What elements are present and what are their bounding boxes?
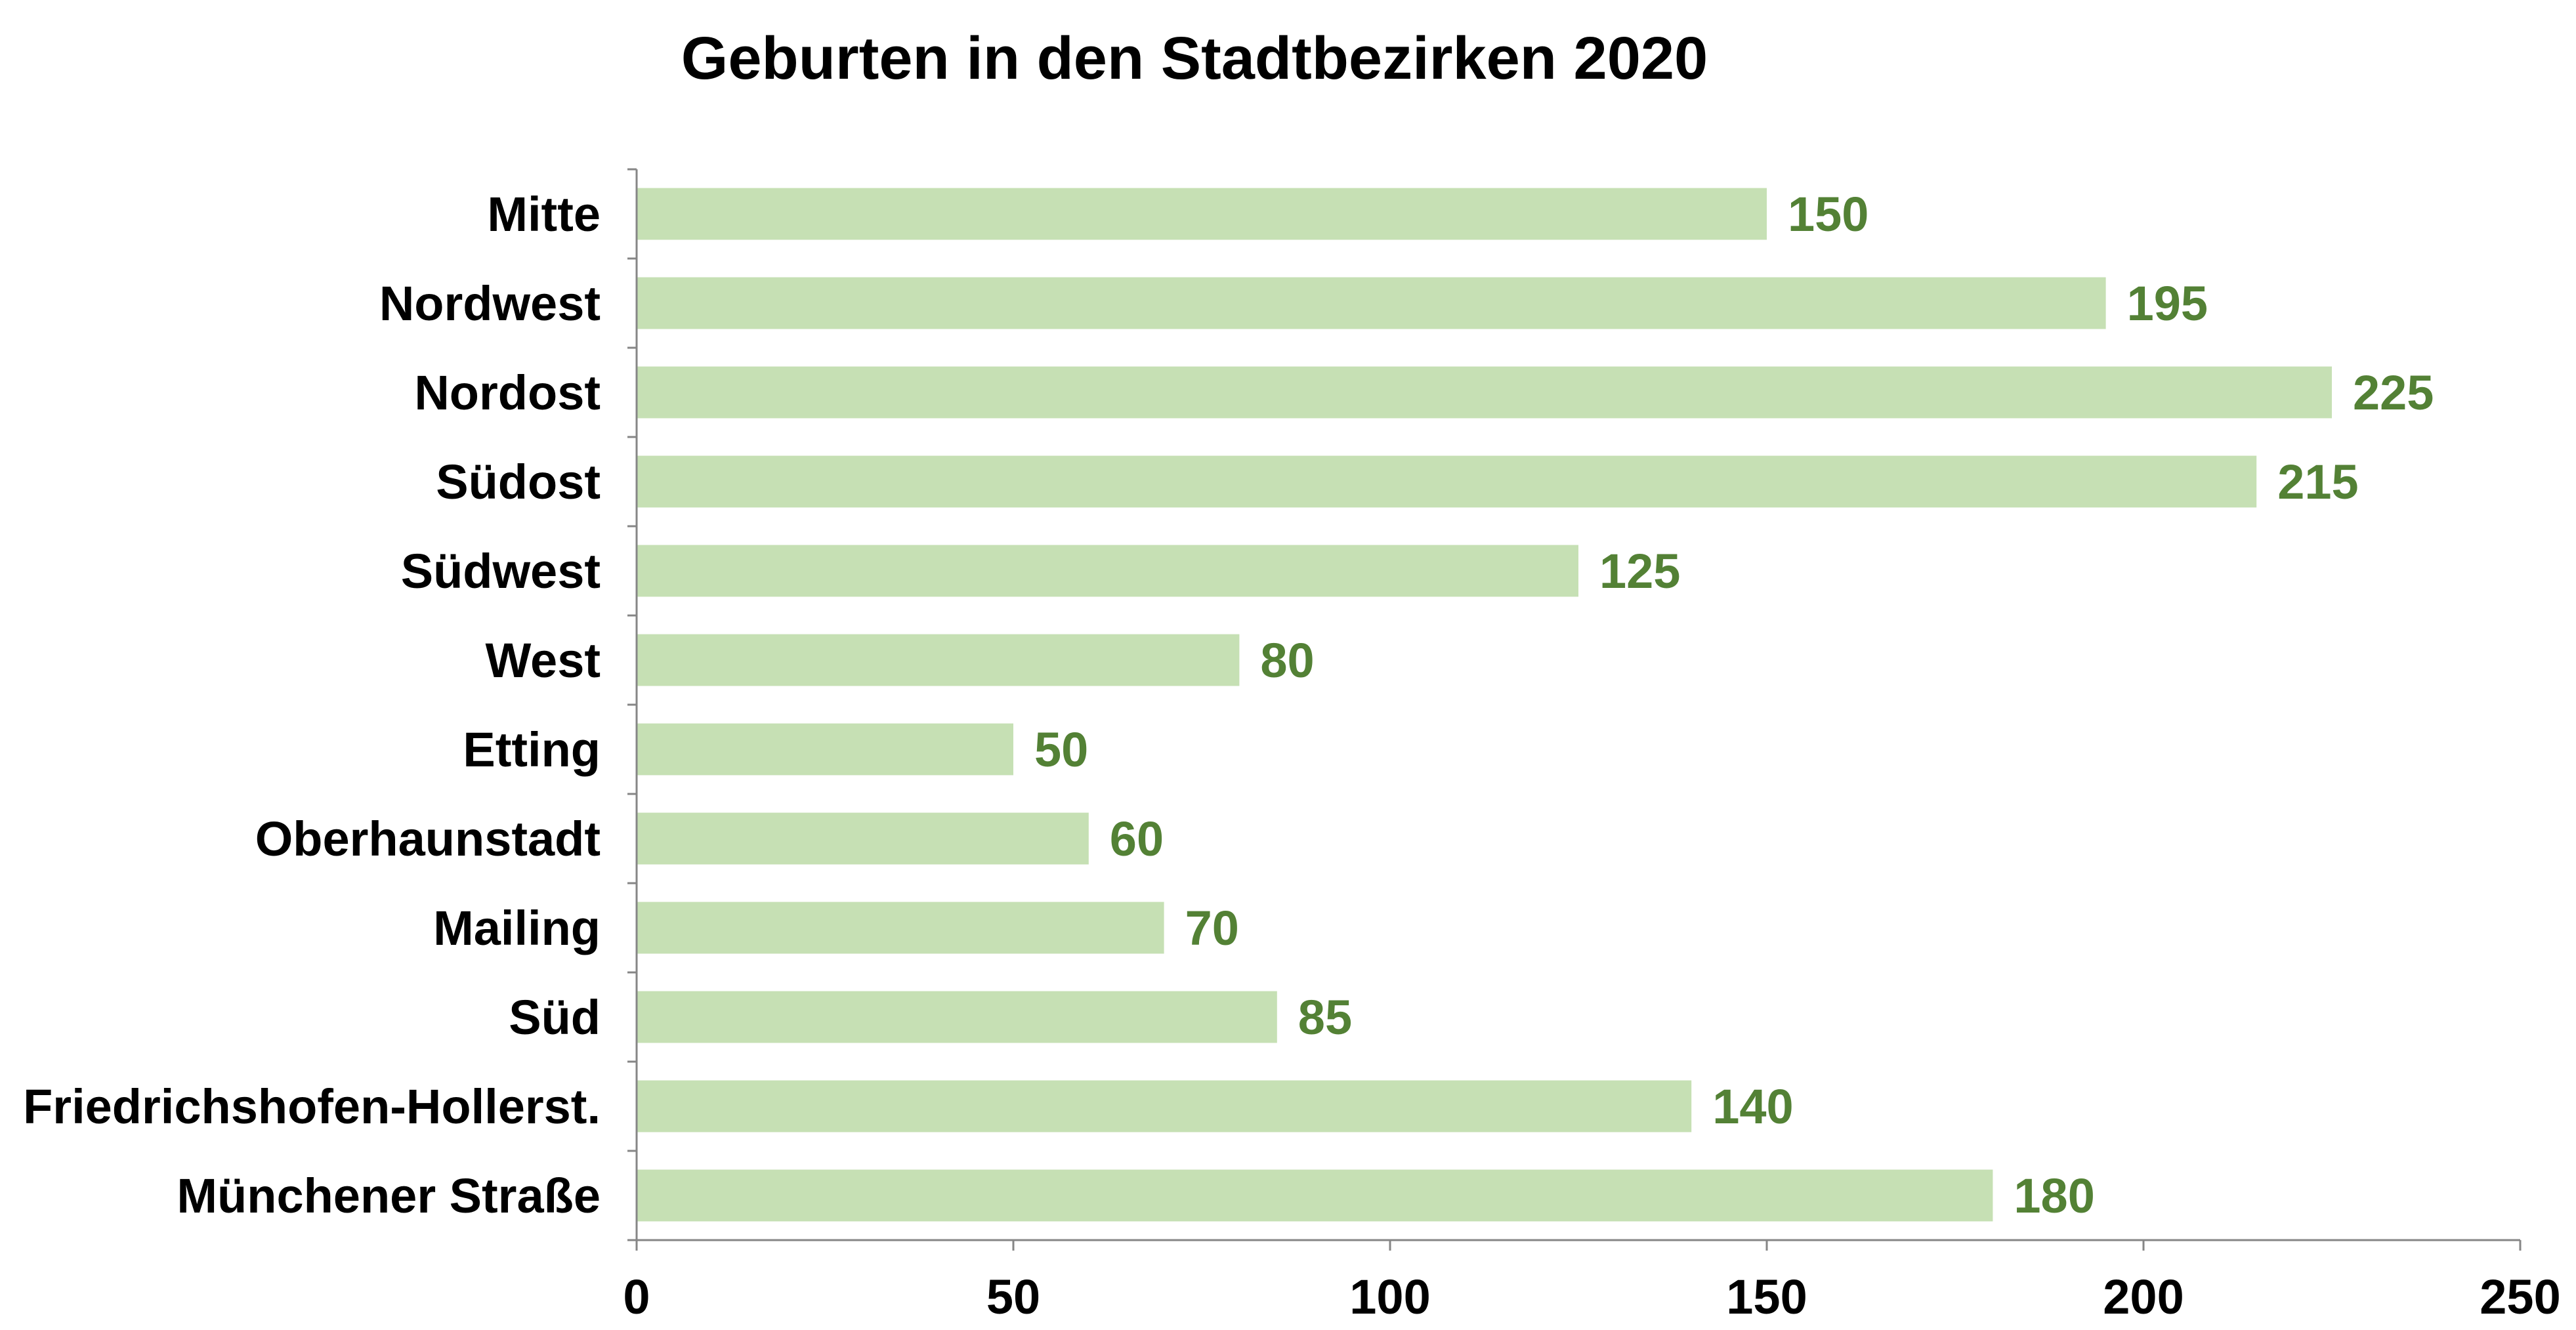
x-tick-label: 200: [2103, 1270, 2184, 1324]
bar-value-label: 195: [2127, 276, 2208, 331]
category-label: Etting: [463, 722, 601, 777]
x-tick-label: 150: [1726, 1270, 1807, 1324]
x-tick-label: 100: [1349, 1270, 1430, 1324]
bar-value-label: 80: [1260, 633, 1314, 688]
bar-value-label: 60: [1110, 812, 1164, 866]
bar-value-label: 140: [1712, 1079, 1793, 1134]
bar: [637, 1169, 1993, 1222]
bar-value-label: 125: [1599, 544, 1680, 598]
category-label: Nordwest: [379, 276, 601, 331]
bar: [637, 902, 1164, 954]
bar: [637, 1080, 1692, 1133]
category-label: Münchener Straße: [177, 1169, 601, 1223]
bar-value-label: 180: [2014, 1169, 2094, 1223]
category-labels-layer: Mitte Nordwest Nordost Südost Südwest West Ett…: [23, 187, 601, 1223]
bar-value-label: 85: [1298, 990, 1352, 1045]
category-label: Friedrichshofen-Hollerst.: [23, 1079, 601, 1134]
bar-value-label: 70: [1185, 901, 1239, 955]
chart-title: Geburten in den Stadtbezirken 2020: [681, 25, 1708, 92]
bar-value-label: 50: [1034, 722, 1088, 777]
value-labels-layer: 150 195 225 215 125 80 50 60 70 85 140 180: [1034, 187, 2434, 1223]
x-tick-labels-layer: 0 50 100 150 200 250: [623, 1270, 2560, 1324]
bar: [637, 277, 2106, 329]
bar: [637, 723, 1013, 776]
x-tick-label: 0: [623, 1270, 650, 1324]
bar: [637, 366, 2332, 419]
bar-value-label: 150: [1788, 187, 1869, 241]
bar-value-label: 215: [2277, 455, 2358, 509]
axes-layer: [627, 168, 2522, 1251]
bar-value-label: 225: [2353, 365, 2434, 420]
x-tick-label: 50: [986, 1270, 1040, 1324]
category-label: Südwest: [401, 544, 601, 598]
category-label: West: [486, 633, 601, 688]
category-label: Südost: [436, 455, 601, 509]
bar: [637, 812, 1089, 865]
bar: [637, 991, 1277, 1043]
category-label: Süd: [509, 990, 601, 1045]
bar: [637, 545, 1578, 597]
bars-layer: [637, 188, 2332, 1222]
category-label: Mitte: [487, 187, 601, 241]
bar: [637, 634, 1240, 686]
category-label: Nordost: [414, 365, 601, 420]
bar: [637, 455, 2257, 508]
x-tick-label: 250: [2480, 1270, 2560, 1324]
bar: [637, 188, 1767, 240]
category-label: Mailing: [433, 901, 601, 955]
category-label: Oberhaunstadt: [255, 812, 601, 866]
